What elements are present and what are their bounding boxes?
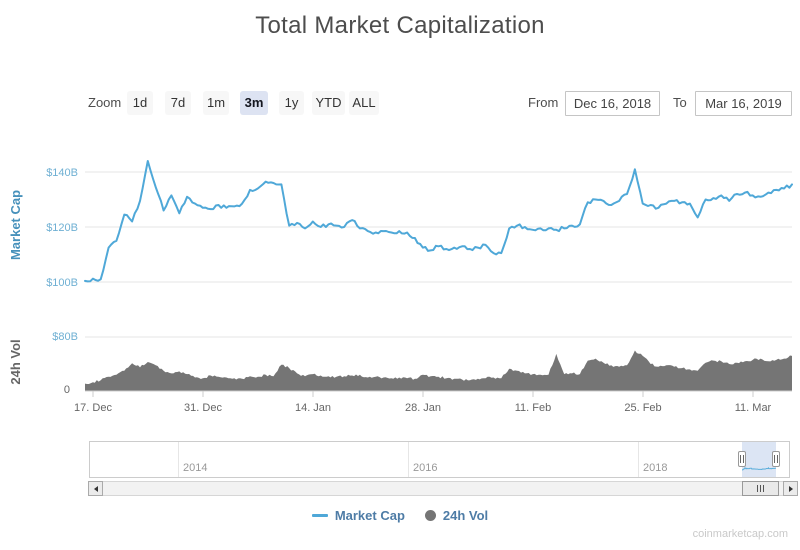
- ytick-100b: $100B: [46, 277, 78, 289]
- scrollbar-track[interactable]: [102, 481, 784, 496]
- legend: Market Cap 24h Vol: [0, 508, 800, 523]
- scrollbar-right-arrow-button[interactable]: [783, 481, 798, 496]
- legend-market-cap-label: Market Cap: [334, 508, 405, 523]
- x-axis-ticks: [92, 391, 754, 397]
- watermark: coinmarketcap.com: [692, 528, 788, 540]
- navigator-year-2016: 2016: [413, 462, 438, 474]
- right-arrow-icon: [788, 485, 793, 492]
- xtick-25-feb: 25. Feb: [624, 402, 661, 414]
- navigator-gridline-2016: [408, 442, 409, 477]
- volume-axis-title: 24h Vol: [8, 339, 23, 384]
- zoom-button-1m[interactable]: 1m: [203, 91, 229, 115]
- navigator-mini-series: [741, 466, 777, 471]
- from-label: From: [528, 95, 559, 110]
- left-arrow-icon: [93, 485, 98, 492]
- xtick-31-dec: 31. Dec: [184, 402, 222, 414]
- navigator-right-handle[interactable]: [772, 451, 780, 467]
- zoom-button-1y[interactable]: 1y: [279, 91, 304, 115]
- xtick-11-mar: 11. Mar: [735, 402, 772, 414]
- chart-plot-area[interactable]: $140B $120B $100B Market Cap 24h Vol $80…: [0, 140, 800, 420]
- navigator-left-handle[interactable]: [738, 451, 746, 467]
- page-title: Total Market Capitalization: [255, 12, 545, 39]
- legend-item-market-cap[interactable]: Market Cap: [311, 508, 405, 523]
- navigator-year-2014: 2014: [183, 462, 208, 474]
- xtick-28-jan: 28. Jan: [405, 402, 441, 414]
- navigator[interactable]: 2014 2016 2018: [89, 441, 790, 478]
- zoom-button-1d[interactable]: 1d: [127, 91, 153, 115]
- to-label: To: [673, 95, 687, 110]
- volume-area-series: [85, 350, 792, 391]
- ytick-120b: $120B: [46, 222, 78, 234]
- zoom-button-7d[interactable]: 7d: [165, 91, 191, 115]
- scrollbar-left-arrow-button[interactable]: [88, 481, 103, 496]
- zoom-label: Zoom: [88, 95, 122, 110]
- zoom-button-3m[interactable]: 3m: [240, 91, 268, 115]
- navigator-year-2018: 2018: [643, 462, 668, 474]
- to-date-input[interactable]: [695, 91, 792, 116]
- volume-circle-icon: [424, 510, 436, 521]
- xtick-17-dec: 17. Dec: [74, 402, 112, 414]
- navigator-gridline-2014: [178, 442, 179, 477]
- legend-24h-vol-label: 24h Vol: [442, 508, 489, 523]
- legend-item-24h-vol[interactable]: 24h Vol: [424, 508, 489, 523]
- market-cap-line-series: [84, 160, 793, 283]
- market-cap-line-icon: [311, 514, 328, 517]
- navigator-gridline-2018: [638, 442, 639, 477]
- ytick-0-vol: 0: [64, 384, 70, 396]
- scrollbar[interactable]: [88, 481, 798, 496]
- xtick-11-feb: 11. Feb: [515, 402, 552, 414]
- from-date-input[interactable]: [565, 91, 660, 116]
- xtick-14-jan: 14. Jan: [295, 402, 331, 414]
- ytick-80b-vol: $80B: [52, 331, 78, 343]
- zoom-button-all[interactable]: ALL: [349, 91, 379, 115]
- market-cap-axis-title: Market Cap: [8, 190, 23, 260]
- navigator-selected-range[interactable]: [741, 442, 777, 477]
- scrollbar-thumb[interactable]: [742, 481, 779, 496]
- zoom-button-ytd[interactable]: YTD: [312, 91, 345, 115]
- ytick-140b: $140B: [46, 167, 78, 179]
